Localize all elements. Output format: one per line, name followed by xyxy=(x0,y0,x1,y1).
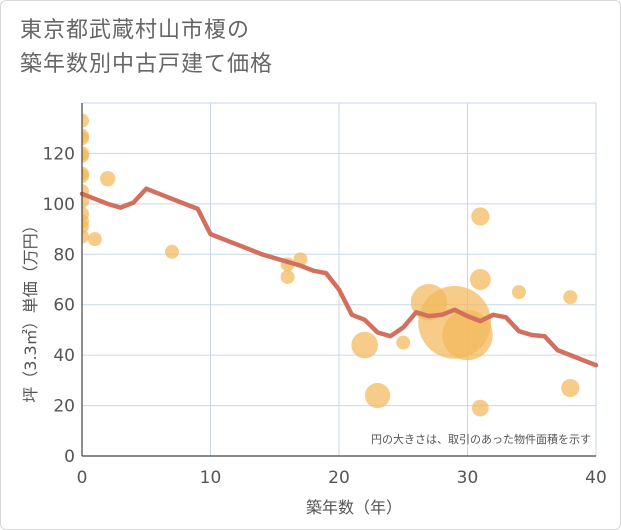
y-tick-label: 100 xyxy=(43,195,75,215)
tick-labels: 0 20 40 60 80 100 120 0 10 20 30 40 xyxy=(43,144,607,488)
data-point xyxy=(561,378,580,398)
data-point xyxy=(87,232,102,247)
x-tick-label: 30 xyxy=(457,468,479,488)
x-tick-label: 40 xyxy=(585,468,607,488)
y-tick-label: 20 xyxy=(53,397,75,417)
data-point xyxy=(351,331,379,359)
y-tick-label: 60 xyxy=(53,296,75,316)
y-tick-label: 80 xyxy=(53,245,75,265)
data-point xyxy=(563,290,578,305)
data-point xyxy=(471,399,489,417)
data-point xyxy=(280,269,295,284)
data-point xyxy=(364,382,391,409)
data-point xyxy=(82,131,89,146)
data-point xyxy=(164,244,179,259)
axes xyxy=(81,103,596,457)
x-tick-label: 10 xyxy=(200,468,222,488)
chart-title: 東京都武蔵村山市榎の 築年数別中古戸建て価格 xyxy=(20,14,273,82)
data-point xyxy=(82,229,89,244)
data-point xyxy=(396,335,411,350)
data-point xyxy=(100,170,116,187)
chart-title-line1: 東京都武蔵村山市榎の xyxy=(20,18,251,43)
x-axis-label: 築年数（年） xyxy=(306,498,402,517)
data-point xyxy=(471,207,490,226)
bubble-size-note: 円の大きさは、取引のあった物件面積を示す xyxy=(371,432,591,446)
data-point xyxy=(469,269,491,290)
y-tick-label: 0 xyxy=(64,447,75,467)
bubbles xyxy=(82,113,580,417)
data-point xyxy=(82,169,89,184)
y-tick-label: 120 xyxy=(43,144,75,164)
trend-line-group xyxy=(79,186,599,368)
y-axis-label: 坪（3.3㎡）単価（万円） xyxy=(21,217,40,402)
grid xyxy=(81,102,597,457)
x-tick-label: 20 xyxy=(328,468,350,488)
data-point xyxy=(82,113,89,128)
data-point xyxy=(82,148,89,163)
trend-line xyxy=(79,186,599,368)
chart-title-line2: 築年数別中古戸建て価格 xyxy=(20,52,274,77)
y-tick-label: 40 xyxy=(53,346,75,366)
x-tick-label: 0 xyxy=(77,468,88,488)
data-point xyxy=(511,285,526,300)
